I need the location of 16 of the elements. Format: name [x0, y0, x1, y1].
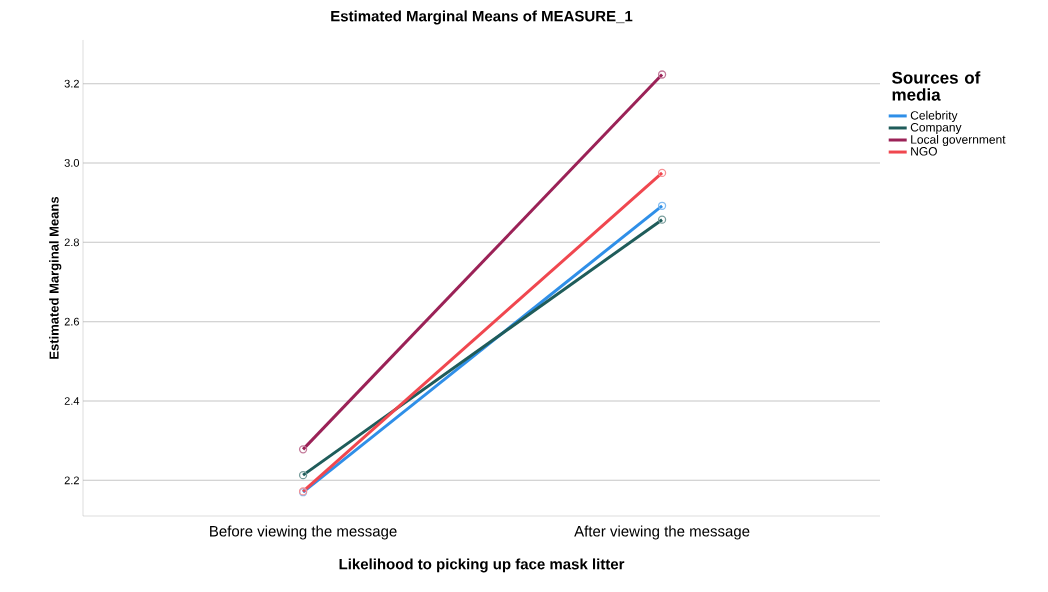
y-tick-label: 2.6: [64, 317, 79, 326]
y-tick-label: 3.0: [64, 159, 80, 167]
x-tick-label: After viewing the message: [574, 525, 750, 540]
y-tick-label: 2.8: [64, 238, 79, 247]
legend-label: Local government: [911, 134, 1006, 147]
legend-title: Sources of media: [892, 71, 981, 101]
y-axis-title: Estimated Marginal Means: [49, 196, 62, 359]
y-tick-label: 2.4: [64, 397, 80, 405]
legend-label: Company: [910, 123, 962, 134]
x-tick-label: Before viewing the message: [210, 525, 397, 540]
x-axis-title: Likelihood to picking up face mask litter: [339, 558, 625, 573]
legend-label: Celebrity: [910, 110, 958, 123]
chart-title: Estimated Marginal Means of MEASURE_1: [331, 10, 633, 25]
legend-label: NGO: [911, 147, 937, 156]
y-tick-label: 2.2: [64, 476, 79, 485]
y-tick-label: 3.2: [64, 79, 79, 88]
